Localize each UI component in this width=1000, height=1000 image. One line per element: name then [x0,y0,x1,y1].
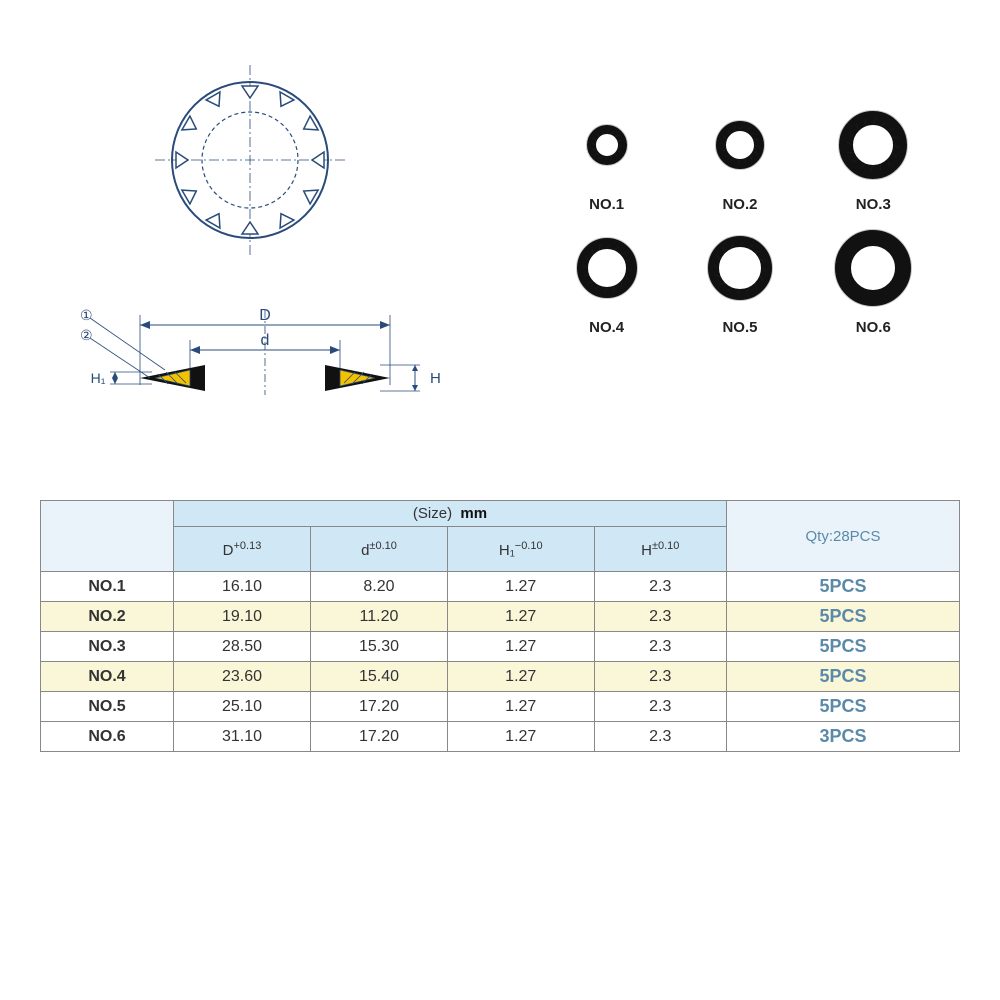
table-row: NO.6 31.10 17.20 1.27 2.3 3PCS [41,722,960,752]
qty-header: Qty:28PCS [727,501,960,572]
row-H1: 1.27 [447,632,594,662]
row-qty: 5PCS [727,572,960,602]
row-d: 17.20 [310,692,447,722]
row-d: 15.30 [310,632,447,662]
row-no: NO.5 [41,692,174,722]
spec-table: (Size) mm Qty:28PCS D+0.13d±0.10H₁−0.10H… [40,500,960,752]
row-d: 11.20 [310,602,447,632]
washer-label: NO.6 [808,319,938,336]
row-D: 28.50 [174,632,311,662]
row-qty: 3PCS [727,722,960,752]
row-qty: 5PCS [727,662,960,692]
table-row: NO.5 25.10 17.20 1.27 2.3 5PCS [41,692,960,722]
row-H1: 1.27 [447,602,594,632]
washer-label: NO.2 [675,196,805,213]
row-d: 15.40 [310,662,447,692]
table-row: NO.3 28.50 15.30 1.27 2.3 5PCS [41,632,960,662]
table-row: NO.2 19.10 11.20 1.27 2.3 5PCS [41,602,960,632]
dim-H-label: H [430,370,440,387]
row-D: 23.60 [174,662,311,692]
row-H: 2.3 [594,692,726,722]
washer-grid: NO.1 NO.2 NO.3 NO.4 [540,100,940,336]
washer-cell-1: NO.1 [542,100,672,213]
row-D: 19.10 [174,602,311,632]
row-d: 17.20 [310,722,447,752]
washer-icon [562,100,652,190]
size-header-text: (Size) [413,505,452,522]
col-header-2: H₁−0.10 [447,527,594,572]
table-row: NO.1 16.10 8.20 1.27 2.3 5PCS [41,572,960,602]
col-header-3: H±0.10 [594,527,726,572]
washer-icon [695,100,785,190]
row-d: 8.20 [310,572,447,602]
row-H1: 1.27 [447,722,594,752]
washer-cell-6: NO.6 [808,223,938,336]
row-D: 25.10 [174,692,311,722]
washer-icon [562,223,652,313]
row-no: NO.4 [41,662,174,692]
washer-cell-5: NO.5 [675,223,805,336]
row-H1: 1.27 [447,692,594,722]
row-D: 31.10 [174,722,311,752]
washer-cell-4: NO.4 [542,223,672,336]
washer-icon [828,223,918,313]
washer-label: NO.1 [542,196,672,213]
row-qty: 5PCS [727,692,960,722]
washer-icon [828,100,918,190]
callout-1: ① [80,307,93,323]
technical-diagram: D d [60,60,440,410]
row-no: NO.6 [41,722,174,752]
callout-2: ② [80,327,93,343]
row-no: NO.3 [41,632,174,662]
table-body: NO.1 16.10 8.20 1.27 2.3 5PCSNO.2 19.10 … [41,572,960,752]
col-header-0: D+0.13 [174,527,311,572]
row-no: NO.1 [41,572,174,602]
row-H: 2.3 [594,722,726,752]
row-no: NO.2 [41,602,174,632]
table-row: NO.4 23.60 15.40 1.27 2.3 5PCS [41,662,960,692]
washer-cell-2: NO.2 [675,100,805,213]
size-unit: mm [460,505,487,522]
row-H: 2.3 [594,662,726,692]
washer-cell-3: NO.3 [808,100,938,213]
washer-label: NO.4 [542,319,672,336]
row-D: 16.10 [174,572,311,602]
row-H1: 1.27 [447,572,594,602]
row-H: 2.3 [594,572,726,602]
dim-H1-label: H₁ [91,370,106,386]
row-H: 2.3 [594,632,726,662]
row-H1: 1.27 [447,662,594,692]
col-header-1: d±0.10 [310,527,447,572]
washer-icon [695,223,785,313]
washer-label: NO.3 [808,196,938,213]
row-qty: 5PCS [727,602,960,632]
row-H: 2.3 [594,602,726,632]
row-qty: 5PCS [727,632,960,662]
washer-label: NO.5 [675,319,805,336]
